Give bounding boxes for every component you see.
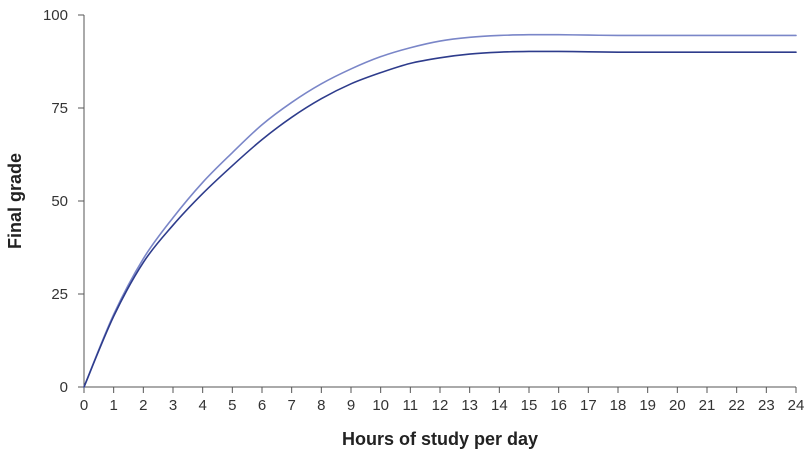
x-tick-label: 8 bbox=[317, 397, 325, 414]
x-tick-label: 4 bbox=[198, 397, 206, 414]
x-tick-label: 11 bbox=[403, 397, 419, 414]
series-line-2 bbox=[83, 50, 797, 388]
x-tick-label: 20 bbox=[669, 397, 686, 414]
x-tick-label: 2 bbox=[139, 397, 147, 414]
x-tick-label: 1 bbox=[109, 397, 117, 414]
y-axis-title: Final grade bbox=[5, 153, 25, 249]
x-tick-label: 16 bbox=[550, 397, 567, 414]
y-tick-label: 0 bbox=[60, 379, 68, 396]
x-tick-label: 17 bbox=[580, 397, 597, 414]
axes bbox=[83, 15, 796, 388]
x-tick-label: 24 bbox=[788, 397, 805, 414]
x-tick-label: 9 bbox=[347, 397, 355, 414]
x-axis-title: Hours of study per day bbox=[342, 429, 538, 449]
x-tick-label: 3 bbox=[169, 397, 177, 414]
x-tick-label: 21 bbox=[699, 397, 716, 414]
series-line-1 bbox=[83, 33, 797, 388]
x-tick-label: 7 bbox=[287, 397, 295, 414]
x-tick-label: 18 bbox=[610, 397, 627, 414]
x-tick-label: 10 bbox=[372, 397, 389, 414]
x-tick-label: 12 bbox=[432, 397, 449, 414]
x-tick-label: 0 bbox=[80, 397, 88, 414]
y-tick-label: 25 bbox=[51, 286, 68, 303]
y-tick-label: 100 bbox=[43, 7, 68, 24]
x-tick-label: 6 bbox=[258, 397, 266, 414]
x-tick-label: 22 bbox=[728, 397, 745, 414]
x-tick-label: 19 bbox=[639, 397, 656, 414]
y-ticks: 0 25 50 75 100 bbox=[43, 7, 84, 396]
x-ticks: 0 1 2 3 4 5 6 7 8 9 10 11 12 13 14 15 16 17 18 19 20 21 22 23 24 bbox=[80, 387, 805, 414]
x-tick-label: 13 bbox=[461, 397, 478, 414]
x-tick-label: 15 bbox=[521, 397, 538, 414]
x-tick-label: 14 bbox=[491, 397, 508, 414]
series-layer bbox=[83, 33, 797, 388]
y-tick-label: 75 bbox=[51, 100, 68, 117]
y-tick-label: 50 bbox=[51, 193, 68, 210]
x-tick-label: 5 bbox=[228, 397, 236, 414]
x-tick-label: 23 bbox=[758, 397, 775, 414]
